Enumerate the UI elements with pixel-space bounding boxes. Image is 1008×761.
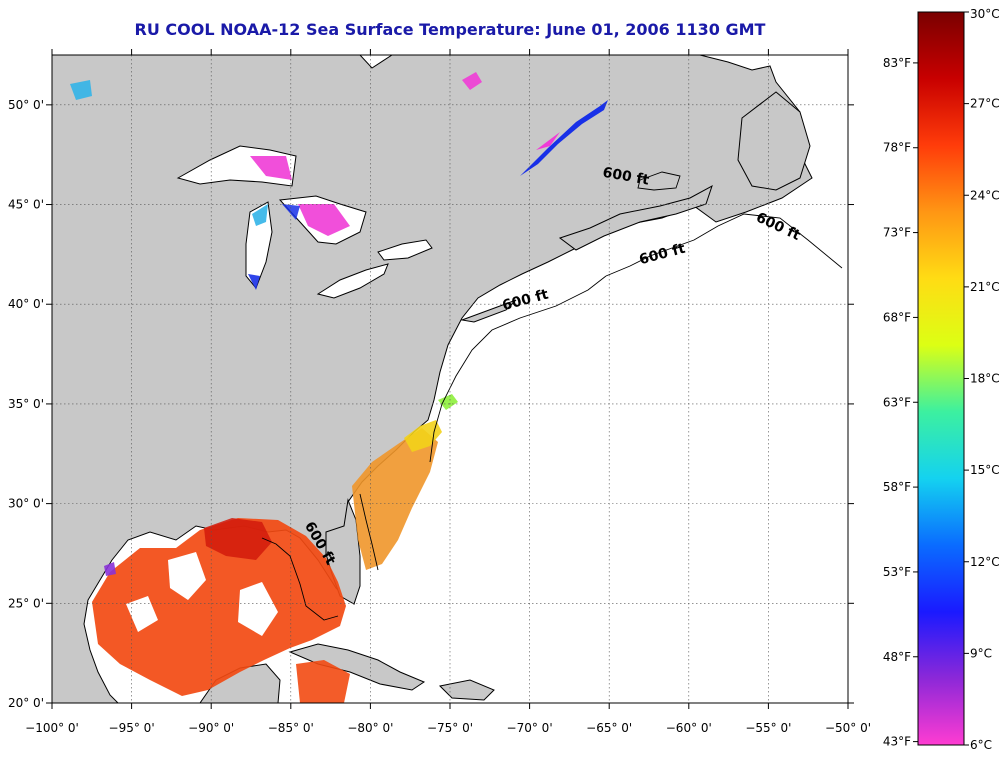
lat-tick-label: 20° 0': [8, 696, 44, 710]
fahrenheit-tick-label: 73°F: [883, 226, 911, 240]
lat-tick-label: 50° 0': [8, 98, 44, 112]
celsius-tick-label: 18°C: [970, 372, 1000, 386]
lon-tick-label: −60° 0': [666, 721, 712, 735]
celsius-tick-label: 27°C: [970, 97, 1000, 111]
lon-tick-label: −55° 0': [745, 721, 791, 735]
atlantic-yellow-water: [404, 420, 442, 452]
lat-tick-label: 25° 0': [8, 596, 44, 610]
longitude-axis: −100° 0' −95° 0' −90° 0' −85° 0' −80° 0' −75°…: [25, 49, 870, 735]
fahrenheit-tick-label: 68°F: [883, 310, 911, 324]
lon-tick-label: −100° 0': [25, 721, 79, 735]
latitude-axis: 50° 0' 45° 0' 40° 0' 35° 0' 30° 0' 25° 0' 20° …: [8, 98, 854, 710]
lon-tick-label: −80° 0': [347, 721, 393, 735]
gulf-purple-patch: [104, 562, 116, 576]
nova-scotia-land: [558, 184, 713, 251]
fahrenheit-tick-label: 78°F: [883, 141, 911, 155]
fahrenheit-tick-label: 63°F: [883, 395, 911, 409]
lon-tick-label: −70° 0': [507, 721, 553, 735]
lake-ontario: [377, 239, 433, 261]
celsius-tick-label: 15°C: [970, 463, 1000, 477]
colorbar-gradient: [917, 11, 965, 746]
gulf-warm-water: [92, 518, 346, 696]
lon-tick-label: −75° 0': [427, 721, 473, 735]
graticule-lines: [52, 55, 848, 703]
lat-tick-label: 35° 0': [8, 397, 44, 411]
atlantic-mid-water: [352, 428, 438, 570]
caribbean-warm-water: [296, 660, 350, 703]
celsius-tick-label: 21°C: [970, 280, 1000, 294]
celsius-tick-label: 6°C: [970, 738, 992, 752]
lat-tick-label: 30° 0': [8, 497, 44, 511]
lake-superior-magenta: [250, 156, 292, 180]
celsius-tick-label: 30°C: [970, 7, 1000, 21]
celsius-tick-label: 9°C: [970, 646, 992, 660]
st-lawrence-cold-water: [520, 100, 608, 176]
lon-tick-label: −50° 0': [825, 721, 870, 735]
lake-michigan-cold: [248, 274, 260, 290]
gulf-hot-water: [204, 518, 272, 560]
lon-tick-label: −85° 0': [268, 721, 314, 735]
celsius-ticks: 30°C 27°C 24°C 21°C 18°C 15°C 12°C 9°C 6°C: [964, 7, 1000, 752]
fahrenheit-tick-label: 83°F: [883, 56, 911, 70]
atlantic-green-water: [438, 394, 458, 410]
temperature-overlays: [70, 72, 608, 703]
page-title: RU COOL NOAA-12 Sea Surface Temperature:…: [134, 20, 766, 39]
fahrenheit-tick-label: 43°F: [883, 735, 911, 749]
lake-nipigon-magenta: [462, 72, 482, 90]
lat-tick-label: 40° 0': [8, 297, 44, 311]
lake-michigan-cool: [252, 204, 268, 226]
lon-tick-label: −95° 0': [109, 721, 155, 735]
long-island: [460, 299, 517, 323]
gulf-cloud-gap-1: [168, 552, 206, 600]
fahrenheit-tick-label: 53°F: [883, 565, 911, 579]
celsius-tick-label: 24°C: [970, 188, 1000, 202]
lake-michigan: [245, 201, 273, 289]
st-lawrence-magenta-water: [536, 132, 560, 150]
lon-tick-label: −90° 0': [188, 721, 234, 735]
lake-huron-magenta: [298, 204, 350, 236]
celsius-tick-label: 12°C: [970, 555, 1000, 569]
lat-tick-label: 45° 0': [8, 198, 44, 212]
newfoundland-land: [737, 91, 811, 191]
gulf-cloud-gap-3: [126, 596, 158, 632]
lon-tick-label: −65° 0': [586, 721, 632, 735]
fahrenheit-tick-label: 48°F: [883, 650, 911, 664]
gulf-cloud-gap-2: [238, 582, 278, 636]
depth-contour-600ft: [261, 171, 843, 621]
fahrenheit-tick-label: 58°F: [883, 480, 911, 494]
fahrenheit-ticks: 83°F 78°F 73°F 68°F 63°F 58°F 53°F 48°F 43°F: [883, 56, 918, 749]
lake-winnipeg-cool: [70, 80, 92, 100]
